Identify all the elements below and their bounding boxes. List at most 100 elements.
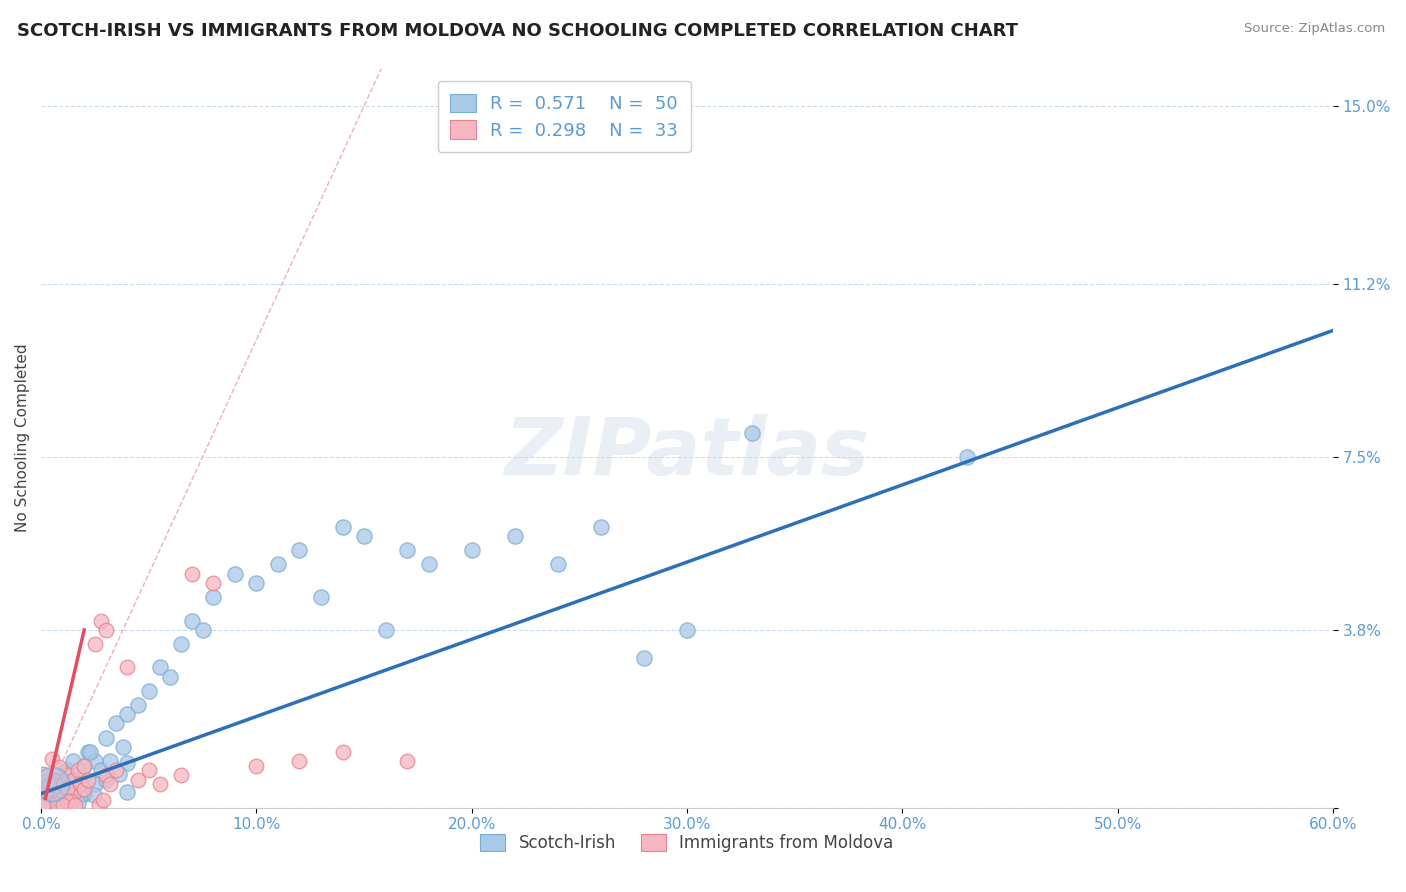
- Point: [89, 798, 111, 813]
- Point: [202, 576, 225, 591]
- Point: [52, 787, 75, 801]
- Point: [49, 794, 72, 808]
- Point: [48, 760, 70, 774]
- Text: SCOTCH-IRISH VS IMMIGRANTS FROM MOLDOVA NO SCHOOLING COMPLETED CORRELATION CHART: SCOTCH-IRISH VS IMMIGRANTS FROM MOLDOVA …: [17, 22, 1018, 40]
- Point: [62, 781, 84, 796]
- Point: [589, 520, 612, 534]
- Point: [148, 777, 170, 791]
- Point: [39, 780, 62, 794]
- Point: [52, 787, 75, 801]
- Point: [503, 529, 526, 543]
- Point: [309, 590, 332, 604]
- Point: [73, 758, 96, 772]
- Point: [41, 777, 63, 791]
- Point: [115, 660, 138, 674]
- Point: [396, 543, 419, 558]
- Point: [332, 520, 354, 534]
- Point: [32, 798, 55, 813]
- Point: [396, 754, 419, 768]
- Point: [170, 637, 193, 651]
- Point: [91, 793, 114, 807]
- Point: [105, 764, 128, 778]
- Point: [52, 791, 75, 805]
- Point: [73, 758, 96, 772]
- Point: [41, 792, 63, 806]
- Point: [94, 731, 117, 745]
- Point: [83, 788, 105, 802]
- Point: [60, 794, 83, 808]
- Point: [191, 623, 214, 637]
- Point: [79, 745, 101, 759]
- Point: [94, 768, 117, 782]
- Point: [353, 529, 375, 543]
- Point: [73, 787, 96, 801]
- Point: [741, 426, 763, 441]
- Point: [127, 772, 149, 787]
- Point: [418, 558, 440, 572]
- Point: [202, 590, 225, 604]
- Point: [127, 698, 149, 712]
- Point: [45, 792, 67, 806]
- Point: [32, 795, 55, 809]
- Point: [633, 651, 655, 665]
- Point: [48, 796, 70, 810]
- Point: [58, 777, 80, 791]
- Point: [66, 768, 89, 782]
- Point: [98, 754, 121, 768]
- Point: [38, 773, 60, 788]
- Point: [98, 777, 121, 791]
- Point: [180, 566, 202, 581]
- Point: [32, 789, 55, 803]
- Point: [62, 772, 84, 787]
- Point: [84, 754, 107, 768]
- Point: [94, 623, 117, 637]
- Point: [45, 777, 67, 791]
- Point: [170, 768, 193, 782]
- Point: [41, 752, 63, 766]
- Point: [32, 783, 55, 797]
- Point: [115, 707, 138, 722]
- Point: [58, 781, 80, 796]
- Point: [94, 772, 117, 787]
- Point: [84, 777, 107, 791]
- Point: [46, 781, 69, 796]
- Point: [69, 772, 91, 787]
- Point: [56, 764, 79, 778]
- Point: [56, 794, 79, 808]
- Point: [46, 797, 69, 811]
- Point: [84, 637, 107, 651]
- Point: [52, 772, 75, 787]
- Point: [288, 543, 311, 558]
- Point: [90, 614, 112, 628]
- Point: [66, 797, 89, 811]
- Point: [267, 558, 290, 572]
- Point: [49, 787, 72, 801]
- Point: [56, 768, 79, 782]
- Legend: R =  0.571    N =  50, R =  0.298    N =  33: R = 0.571 N = 50, R = 0.298 N = 33: [437, 81, 690, 153]
- Point: [107, 766, 129, 780]
- Point: [115, 785, 138, 799]
- Point: [32, 766, 55, 780]
- Point: [115, 756, 138, 770]
- Text: ZIPatlas: ZIPatlas: [505, 414, 869, 491]
- Point: [41, 777, 63, 791]
- Point: [41, 791, 63, 805]
- Point: [547, 558, 569, 572]
- Point: [52, 798, 75, 813]
- Point: [332, 745, 354, 759]
- Point: [42, 781, 65, 796]
- Point: [374, 623, 396, 637]
- Point: [159, 670, 181, 684]
- Point: [63, 798, 86, 813]
- Y-axis label: No Schooling Completed: No Schooling Completed: [15, 343, 30, 533]
- Text: Source: ZipAtlas.com: Source: ZipAtlas.com: [1244, 22, 1385, 36]
- Point: [37, 787, 59, 801]
- Point: [111, 739, 134, 754]
- Point: [56, 782, 79, 797]
- Point: [224, 566, 246, 581]
- Point: [37, 787, 59, 801]
- Point: [288, 754, 311, 768]
- Point: [52, 777, 75, 791]
- Point: [38, 778, 60, 792]
- Point: [77, 745, 100, 759]
